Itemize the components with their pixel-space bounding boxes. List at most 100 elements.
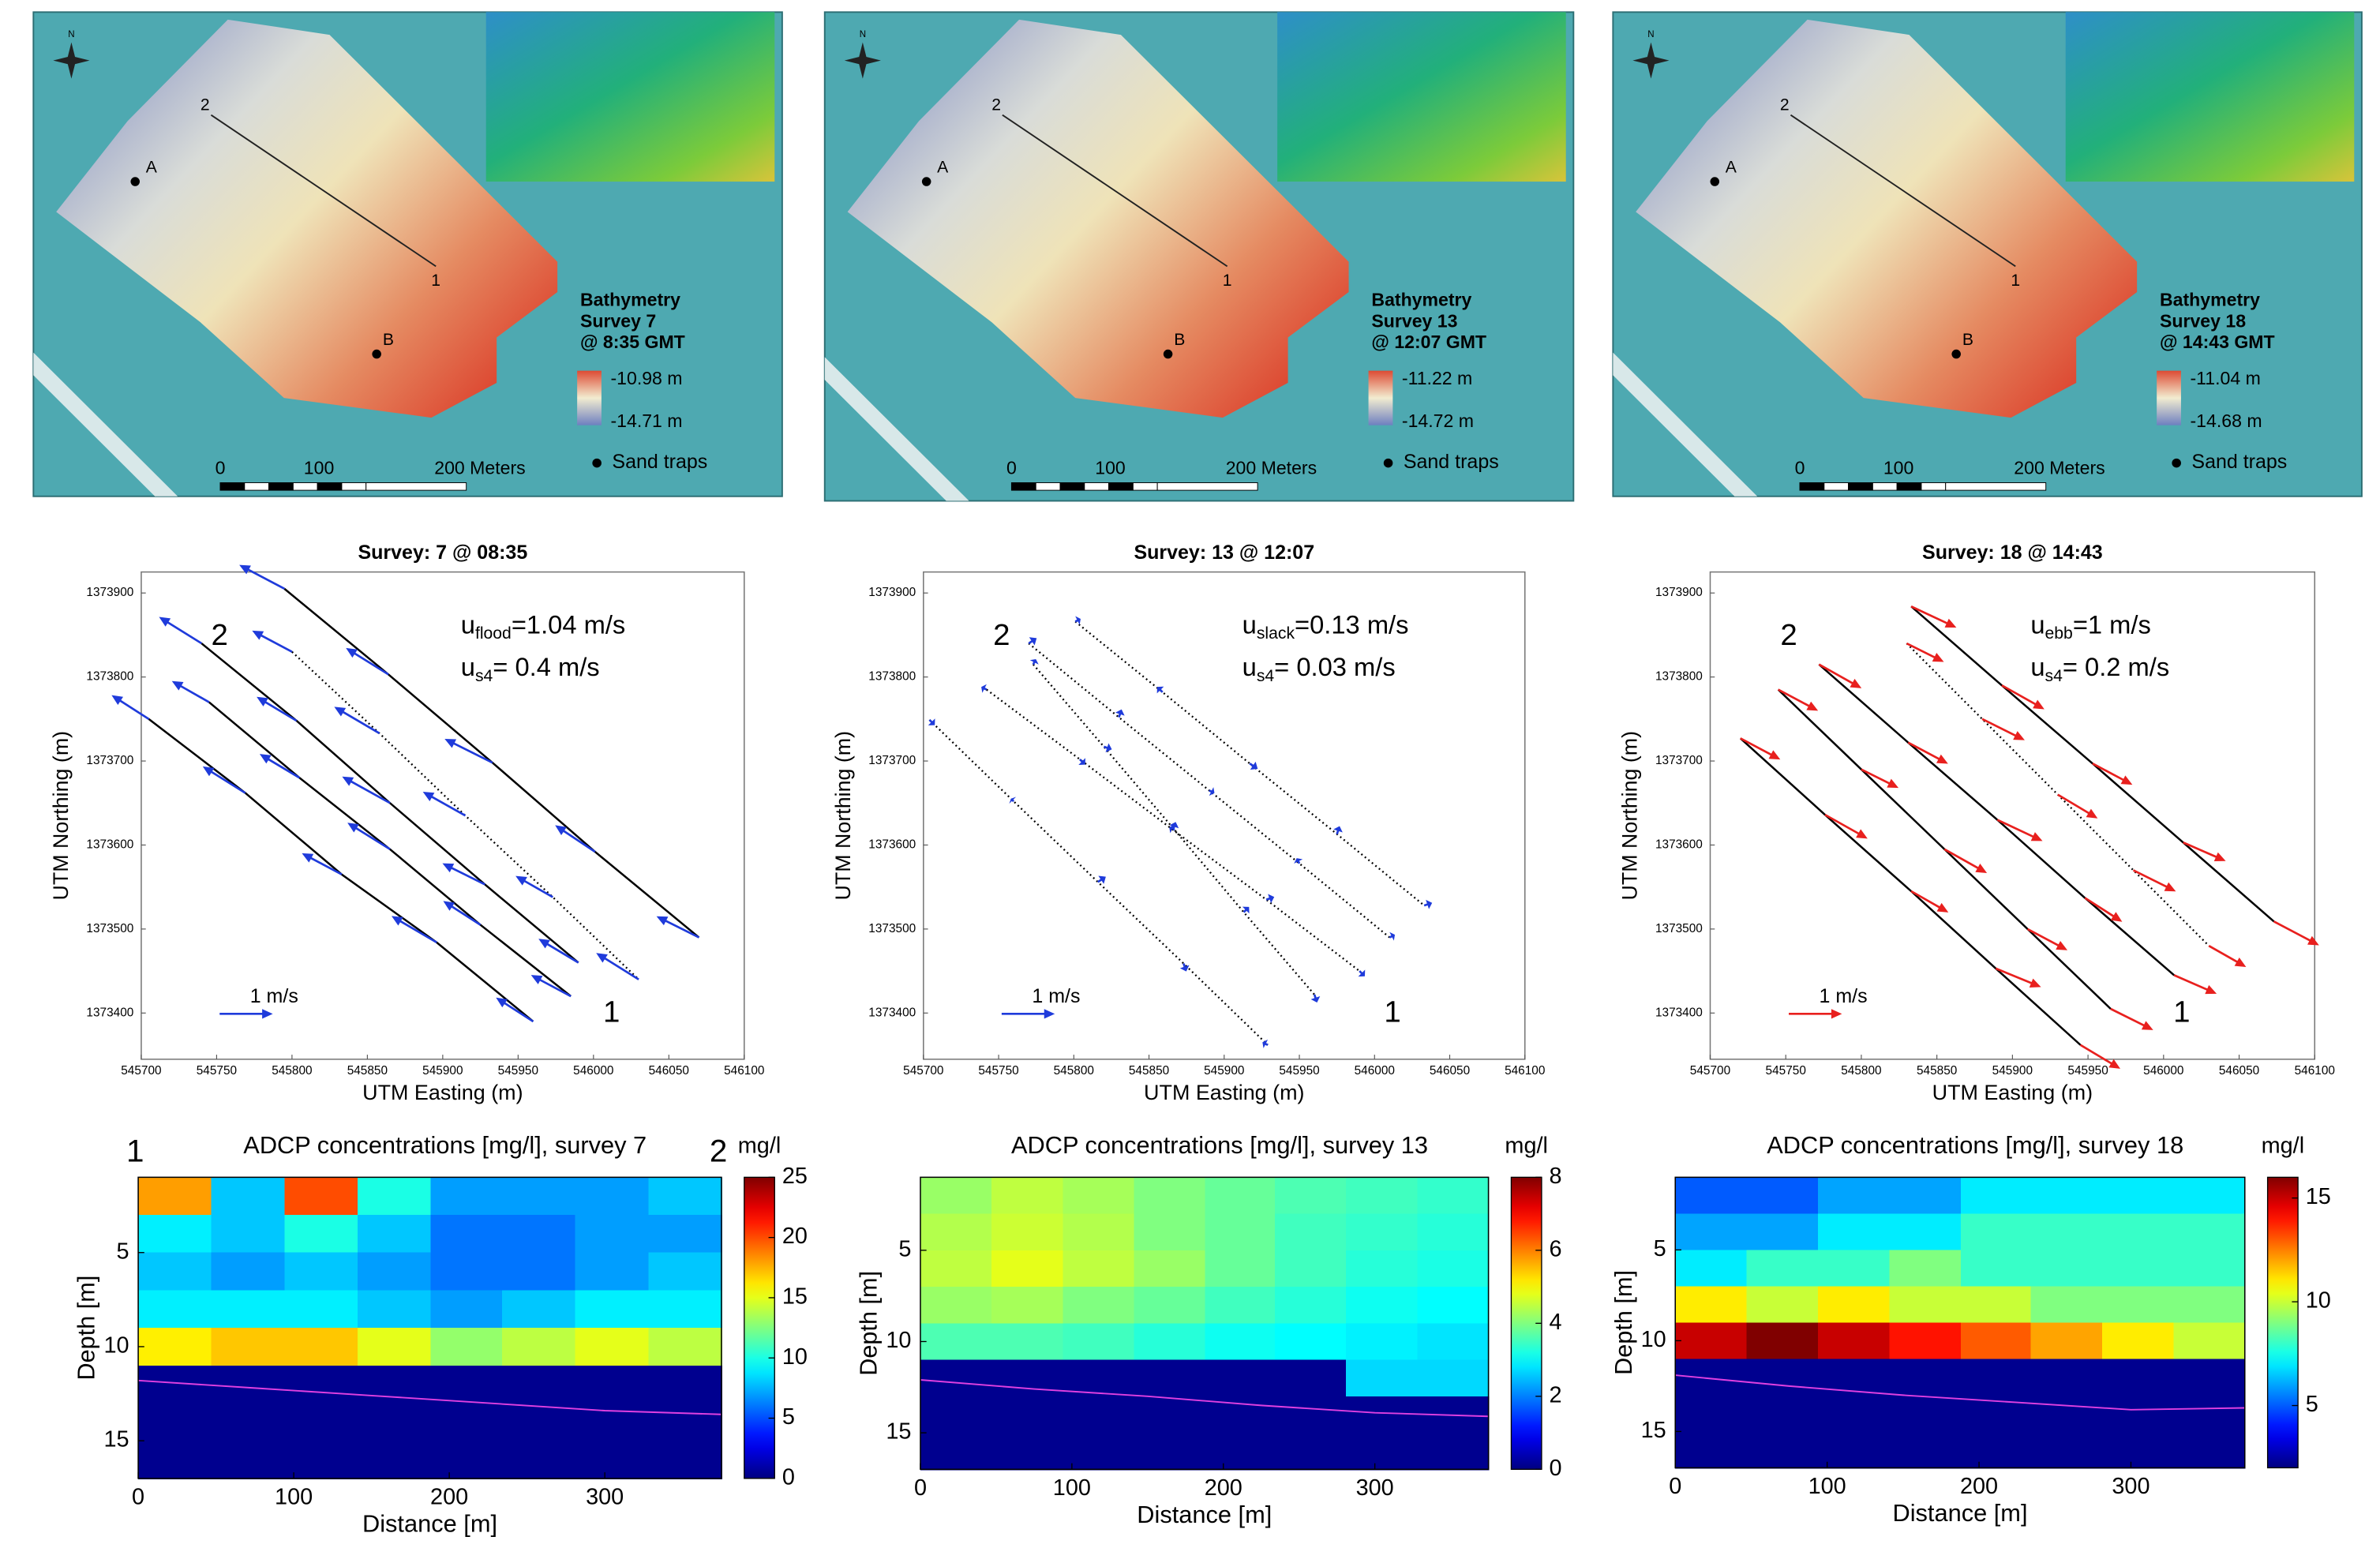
x-tick-label: 546050 (1430, 1064, 1470, 1078)
x-tick-label: 546050 (2219, 1064, 2259, 1078)
concentration-cell (1275, 1323, 1347, 1361)
track-label: 2 (993, 618, 1010, 652)
y-axis-label: UTM Northing (m) (831, 731, 855, 901)
colorbar-tick-label: 10 (2306, 1288, 2331, 1314)
depth-colorbar (1368, 370, 1393, 425)
legend-title: Bathymetry (1371, 290, 1471, 310)
concentration-cell (920, 1213, 993, 1251)
no-data-cell (991, 1359, 1064, 1397)
concentration-cell (648, 1290, 722, 1329)
no-data-cell (2030, 1359, 2103, 1396)
concentration-cell (2101, 1213, 2175, 1251)
no-data-cell (1275, 1396, 1347, 1434)
plot-frame (1674, 1176, 2246, 1469)
y-tick-label: 5 (898, 1236, 911, 1261)
concentration-cell (920, 1250, 993, 1288)
concentration-cell (1346, 1287, 1419, 1325)
compass (53, 42, 90, 79)
y-tick-label: 1373700 (86, 754, 133, 767)
no-data-cell (284, 1441, 358, 1479)
no-data-cell (575, 1365, 650, 1404)
velocity-arrow (1294, 858, 1303, 864)
velocity-arrow (1389, 931, 1396, 941)
concentration-cell (991, 1177, 1064, 1215)
no-data-cell (920, 1396, 993, 1434)
x-tick-label: 546050 (649, 1064, 689, 1078)
track (1910, 605, 2275, 923)
depth-min: -14.72 m (1402, 410, 1474, 431)
survey-area (56, 19, 558, 418)
depth-min: -14.71 m (610, 410, 682, 431)
no-data-cell (1746, 1431, 1820, 1469)
y-tick-label: 5 (1654, 1236, 1666, 1261)
concentration-cell (2030, 1213, 2103, 1251)
colorbar-tick-label: 0 (1550, 1456, 1562, 1481)
velocity-arrow (1910, 890, 1949, 913)
x-tick-label: 545700 (903, 1064, 943, 1078)
x-tick-label: 545700 (1690, 1064, 1730, 1078)
concentration-cell (284, 1177, 358, 1216)
concentration-cell (430, 1328, 504, 1366)
no-data-cell (920, 1433, 993, 1471)
concentration-cell (2173, 1286, 2246, 1324)
concentration-cell (2173, 1322, 2246, 1360)
x-tick-label: 545700 (121, 1064, 161, 1078)
chart-title: Survey: 7 @ 08:35 (358, 542, 527, 564)
scale-bar-segment (1872, 482, 1898, 491)
scale-label: 100 (1095, 457, 1126, 478)
point-label: A (937, 158, 949, 176)
no-data-cell (1134, 1396, 1206, 1434)
velocity-arrow (1907, 741, 1948, 764)
scale-label: 0 (216, 457, 226, 478)
plot-frame (137, 1176, 722, 1479)
velocity-arrow (2079, 1044, 2121, 1069)
point-label: A (1726, 158, 1737, 176)
velocity-arrow (444, 738, 493, 764)
track-label: 2 (1780, 618, 1797, 652)
x-tick-label: 0 (914, 1475, 927, 1501)
velocity-arrow (1778, 688, 1819, 711)
y-tick-label: 1373800 (86, 670, 133, 684)
concentration-cell (1063, 1213, 1135, 1251)
y-tick-label: 1373700 (868, 754, 916, 767)
annotation-symbol: u (2030, 609, 2045, 639)
no-data-cell (575, 1441, 650, 1479)
bottom-track (138, 1379, 721, 1415)
x-tick-label: 545850 (1129, 1064, 1169, 1078)
velocity-arrow (1169, 822, 1179, 830)
no-data-cell (1346, 1396, 1419, 1434)
velocity-arrow (346, 647, 389, 676)
velocity-arrow (1906, 642, 1944, 662)
x-tick-label: 300 (586, 1484, 624, 1509)
scale-bar-segment (1896, 482, 1922, 491)
velocity-arrow (257, 696, 298, 722)
scale-bar-segment (1084, 482, 1110, 491)
scale-bar-segment (1156, 482, 1258, 491)
scale-bar-segment (1035, 482, 1061, 491)
inset-image (2065, 12, 2355, 182)
velocity-arrow (1103, 743, 1112, 753)
no-data-cell (2173, 1359, 2246, 1396)
annotation-subscript: ebb (2045, 624, 2073, 643)
y-tick-label: 1373700 (1655, 754, 1703, 767)
colorbar-label: mg/l (738, 1134, 781, 1159)
colorbar-tick-label: 6 (1550, 1236, 1562, 1261)
concentration-cell (1675, 1213, 1748, 1251)
no-data-cell (991, 1396, 1064, 1434)
no-data-cell (1818, 1395, 1891, 1433)
survey-area (1636, 19, 2138, 418)
annotation-subscript: flood (475, 624, 512, 643)
no-data-cell (991, 1433, 1064, 1471)
concentration-cell (991, 1213, 1064, 1251)
velocity-arrow (2132, 869, 2176, 892)
no-data-cell (2101, 1359, 2175, 1396)
concentration-cell (1205, 1213, 1276, 1251)
velocity-arrow (202, 766, 246, 794)
track-label: 1 (2173, 995, 2190, 1029)
concentration-cell (138, 1215, 212, 1254)
velocity-arrow (342, 776, 391, 804)
colorbar-tick-label: 25 (782, 1164, 808, 1189)
no-data-cell (1960, 1431, 2032, 1469)
